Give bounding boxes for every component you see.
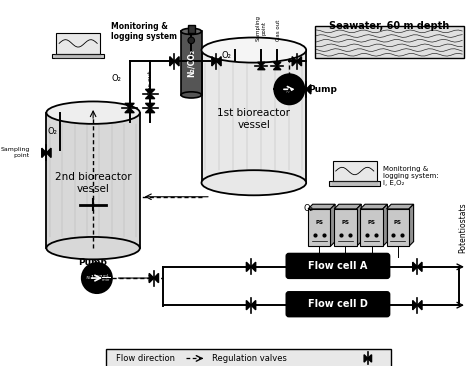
Polygon shape <box>154 273 159 283</box>
Circle shape <box>82 263 112 293</box>
Polygon shape <box>273 66 281 70</box>
Bar <box>52 54 104 59</box>
Polygon shape <box>46 148 51 158</box>
Ellipse shape <box>46 102 140 124</box>
Polygon shape <box>383 204 388 246</box>
Text: Monitoring &
logging system:
I, E,O₂: Monitoring & logging system: I, E,O₂ <box>383 166 438 186</box>
Polygon shape <box>306 85 311 94</box>
Polygon shape <box>175 57 179 66</box>
Bar <box>333 161 377 181</box>
Bar <box>46 113 140 248</box>
Text: Flow cell A: Flow cell A <box>308 261 368 271</box>
Bar <box>181 31 202 95</box>
Polygon shape <box>251 300 256 310</box>
Polygon shape <box>292 57 297 66</box>
Text: Gas out: Gas out <box>276 19 281 41</box>
Text: N₂/CO₂: N₂/CO₂ <box>187 49 196 77</box>
Bar <box>360 209 383 246</box>
Polygon shape <box>409 204 413 246</box>
Bar <box>314 26 464 59</box>
Bar <box>334 209 357 246</box>
Polygon shape <box>387 204 413 209</box>
Circle shape <box>274 74 304 104</box>
Polygon shape <box>308 204 335 209</box>
Text: Flow cell D: Flow cell D <box>308 299 368 309</box>
Polygon shape <box>258 62 265 66</box>
Polygon shape <box>246 262 251 271</box>
Text: Regulation valves: Regulation valves <box>212 354 287 363</box>
Polygon shape <box>145 89 155 94</box>
Polygon shape <box>297 57 302 66</box>
Polygon shape <box>357 204 361 246</box>
Text: PS: PS <box>341 220 349 226</box>
Polygon shape <box>145 94 155 99</box>
Text: 2nd bioreactor
vessel: 2nd bioreactor vessel <box>55 172 131 194</box>
Polygon shape <box>170 57 175 66</box>
Text: Monitoring &
logging system: Monitoring & logging system <box>111 22 177 41</box>
Bar <box>202 50 306 183</box>
Text: PS: PS <box>368 220 376 226</box>
Bar <box>56 33 100 54</box>
Ellipse shape <box>181 92 202 98</box>
Ellipse shape <box>181 28 202 35</box>
Text: $\approx$1.57$\frac{mL}{min}$: $\approx$1.57$\frac{mL}{min}$ <box>84 272 110 284</box>
Polygon shape <box>125 108 134 113</box>
Polygon shape <box>364 355 368 362</box>
Polygon shape <box>413 300 417 310</box>
Polygon shape <box>246 300 251 310</box>
Text: O₂: O₂ <box>303 205 313 214</box>
Text: PS: PS <box>315 220 323 226</box>
Polygon shape <box>125 103 134 108</box>
FancyBboxPatch shape <box>287 254 389 278</box>
Polygon shape <box>334 204 361 209</box>
Bar <box>308 209 330 246</box>
Polygon shape <box>251 262 256 271</box>
Text: Seawater, 60 m depth: Seawater, 60 m depth <box>329 21 449 31</box>
Polygon shape <box>273 62 281 66</box>
Text: PS: PS <box>394 220 402 226</box>
Polygon shape <box>42 148 46 158</box>
Polygon shape <box>368 355 371 362</box>
Text: O₂: O₂ <box>111 74 121 83</box>
Bar <box>329 181 380 185</box>
Text: Pump: Pump <box>78 258 107 267</box>
Polygon shape <box>417 300 422 310</box>
Text: Flow direction: Flow direction <box>116 354 175 363</box>
Polygon shape <box>417 262 422 271</box>
Polygon shape <box>258 66 265 70</box>
Polygon shape <box>145 108 155 113</box>
Text: Potentiostats: Potentiostats <box>459 202 468 253</box>
Circle shape <box>188 37 194 44</box>
Polygon shape <box>302 85 306 94</box>
Polygon shape <box>360 204 388 209</box>
Text: Sampling
point: Sampling point <box>0 147 30 158</box>
Text: 1st bioreactor
vessel: 1st bioreactor vessel <box>217 108 290 130</box>
Polygon shape <box>217 57 221 66</box>
Polygon shape <box>413 262 417 271</box>
Ellipse shape <box>202 38 306 63</box>
Text: Gas out: Gas out <box>148 71 152 95</box>
Bar <box>188 26 195 33</box>
Text: O₂: O₂ <box>48 127 58 136</box>
Text: Sampling
point: Sampling point <box>256 15 267 41</box>
Polygon shape <box>330 204 335 246</box>
Bar <box>106 349 391 368</box>
Text: Pump: Pump <box>308 85 337 94</box>
Polygon shape <box>149 273 154 283</box>
FancyBboxPatch shape <box>287 292 389 316</box>
Ellipse shape <box>202 170 306 195</box>
Text: O₂: O₂ <box>221 51 231 60</box>
Ellipse shape <box>46 237 140 259</box>
Bar <box>387 209 409 246</box>
Polygon shape <box>145 103 155 108</box>
Polygon shape <box>212 57 217 66</box>
